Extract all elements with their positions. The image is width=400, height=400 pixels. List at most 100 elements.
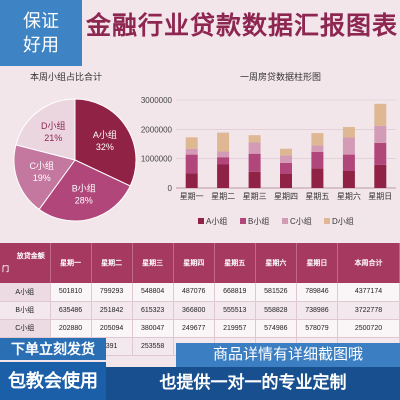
pie-slice-label: C小组 <box>29 160 54 171</box>
table-cell: 548804 <box>132 283 174 302</box>
column-header: 星期六 <box>255 243 297 283</box>
legend-swatch <box>198 218 204 224</box>
legend-label: D小组 <box>332 216 354 226</box>
row-label: B小组 <box>0 301 51 320</box>
bar-segment <box>311 168 324 188</box>
pie-slice-label: B小组 <box>72 182 96 193</box>
column-header: 星期日 <box>296 243 339 283</box>
bar-segment <box>248 153 261 172</box>
x-tick-label: 星期一 <box>180 192 204 201</box>
row-label: A小组 <box>0 283 51 302</box>
column-header: 星期四 <box>173 243 215 283</box>
pie-slice <box>74 98 137 187</box>
bar-segment <box>217 157 230 165</box>
y-tick-label: 2000000 <box>141 125 173 134</box>
table-cell: 668819 <box>214 283 256 302</box>
legend-swatch <box>282 218 288 224</box>
table-cell: 501810 <box>50 283 92 302</box>
x-tick-label: 星期二 <box>211 192 235 201</box>
y-tick-label: 1000000 <box>141 155 173 164</box>
table-cell: 555513 <box>214 301 256 320</box>
legend-label: A小组 <box>206 216 227 226</box>
table-cell: 789846 <box>296 283 339 302</box>
column-header: 星期一 <box>50 243 92 283</box>
table-cell: 578079 <box>296 319 339 338</box>
bar-segment <box>248 135 261 143</box>
pie-chart-title: 本周小组占比合计 <box>30 72 103 82</box>
x-tick-label: 星期六 <box>337 191 361 201</box>
bar-segment <box>311 145 324 152</box>
table-cell: 2500720 <box>337 319 400 338</box>
table-row: C小组 202880 205094 380047 249677 219957 574986 5… <box>0 319 400 338</box>
x-tick-label: 星期三 <box>243 192 267 201</box>
legend-swatch <box>324 218 330 224</box>
x-tick-label: 星期五 <box>305 192 329 201</box>
promo-badge-line-1: 保证 <box>23 11 59 31</box>
bar-segment <box>342 137 355 155</box>
bar-segment <box>280 162 292 174</box>
pie-slice-percent: 28% <box>75 195 93 205</box>
row-label: C小组 <box>0 319 51 338</box>
bar-chart-title: 一周房贷数据柱形图 <box>240 72 322 82</box>
bar-segment <box>248 142 261 154</box>
bar-segment <box>374 142 387 165</box>
bar-segment <box>280 173 292 188</box>
y-tick-label: 0 <box>168 184 173 193</box>
promo-custom-banner[interactable]: 也提供一对一的专业定制 <box>106 367 400 400</box>
corner-header-amount: 放贷金额 <box>16 253 45 260</box>
pie-slice-label: D小组 <box>41 120 66 131</box>
table-cell: 253558 <box>132 337 174 356</box>
promo-teach-badge[interactable]: 包教会使用 <box>0 362 106 400</box>
table-cell: 581526 <box>255 283 297 302</box>
table-cell: 219957 <box>214 319 256 338</box>
bar-segment <box>217 132 230 152</box>
table-cell: 635486 <box>50 301 92 320</box>
table-cell: 380047 <box>132 319 174 338</box>
bar-segment <box>217 164 230 188</box>
bar-segment <box>374 103 387 126</box>
table-row: B小组 635486 251842 615323 366800 555513 558828 7… <box>0 301 400 320</box>
x-tick-label: 星期四 <box>274 192 298 201</box>
table-cell: 574986 <box>255 319 297 338</box>
stacked-bar-chart: 0 1000000 2000000 3000000 星期一 星期二 星期三 星期四 星期五 星期六… <box>141 96 396 226</box>
promo-ship-badge[interactable]: 下单立刻发货 <box>0 338 106 360</box>
table-cell: 799293 <box>91 283 133 302</box>
column-header: 星期三 <box>132 243 174 283</box>
bar-segment <box>217 151 230 158</box>
table-cell: 615323 <box>132 301 174 320</box>
promo-badge-top-left[interactable]: 保证 好用 <box>0 0 82 66</box>
table-cell: 202880 <box>50 319 92 338</box>
table-cell: 3722778 <box>337 301 400 320</box>
bar-segment <box>248 171 261 188</box>
bar-segment <box>185 154 198 174</box>
bar-segment <box>342 154 355 171</box>
bar-segment <box>311 151 324 169</box>
bar-segment <box>342 171 355 188</box>
table-cell: 558828 <box>255 301 297 320</box>
page-title: 金融行业贷款数据汇报图表 <box>86 12 399 40</box>
table-cell: 251842 <box>91 301 133 320</box>
pie-slice-percent: 21% <box>44 133 62 143</box>
table-row: A小组 501810 799293 548804 487076 668819 581526 7… <box>0 283 400 302</box>
bar-segment <box>185 173 198 188</box>
pie-slice-percent: 19% <box>33 173 51 183</box>
column-header: 星期二 <box>91 243 133 283</box>
pie-slice <box>13 144 76 211</box>
table-cell: 487076 <box>173 283 215 302</box>
legend-label: C小组 <box>290 216 312 226</box>
promo-detail-banner[interactable]: 商品详情有详细截图哦 <box>176 343 400 367</box>
legend-label: B小组 <box>248 216 269 226</box>
loan-data-table: 放贷金额 门 星期一 星期二 星期三 星期四 星期五 星期六 星期日 本周合计 … <box>0 243 400 361</box>
table-cell: 4377174 <box>337 283 400 302</box>
bar-segment <box>374 125 387 143</box>
bar-segment <box>342 127 355 138</box>
promo-badge-line-2: 好用 <box>23 35 59 55</box>
column-header-total: 本周合计 <box>337 243 400 283</box>
legend-swatch <box>240 218 246 224</box>
pie-slice <box>15 98 76 161</box>
pie-chart: A小组 32% B小组 28% C小组 19% D小组 21% <box>13 98 137 222</box>
table-cell: 249677 <box>173 319 215 338</box>
bar-segment <box>374 164 387 188</box>
table-body: A小组 501810 799293 548804 487076 668819 581526 7… <box>0 283 400 356</box>
pie-slice <box>38 159 131 222</box>
